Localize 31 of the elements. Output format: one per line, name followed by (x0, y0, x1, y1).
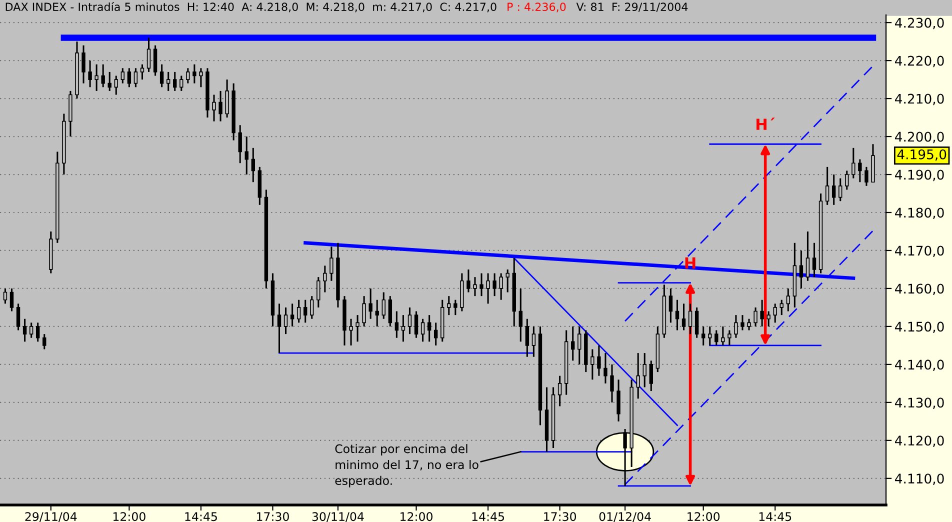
annotation: Cotizar por encima del minimo del 17, no era lo esperado. (335, 444, 478, 488)
text: P : 4.236,0 (508, 2, 566, 12)
y-tick-label: 4.150,0 (895, 322, 944, 333)
x-tick-label: 17:30 (544, 512, 576, 522)
x-tick-label: 29/11/04 (25, 512, 77, 522)
x-tick-label: 17:30 (257, 512, 289, 522)
y-tick-label: 4.230,0 (895, 18, 944, 30)
y-tick-label: 4.160,0 (895, 284, 944, 296)
y-tick-label: 4.180,0 (895, 208, 944, 220)
y-tick-label: 4.140,0 (895, 360, 944, 371)
y-tick-label: 4.110,0 (895, 474, 944, 485)
x-tick-label: 30/11/04 (312, 512, 364, 522)
x-tick-label: 12:00 (688, 512, 720, 522)
y-tick-label: 4.120,0 (895, 436, 944, 447)
annotation: H´ (756, 118, 775, 130)
y-tick-label: 4.130,0 (895, 398, 944, 409)
text: V: 81 F: 29/11/2004 (576, 2, 688, 12)
text: 4.195,0 (897, 149, 946, 161)
x-tick-label: 01/12/04 (599, 512, 651, 522)
x-tick-label: 14:45 (759, 512, 792, 522)
y-tick-label: 4.190,0 (895, 170, 944, 182)
y-tick-label: 4.220,0 (895, 56, 944, 68)
y-tick-label: 4.200,0 (895, 132, 944, 144)
y-tick-label: 4.170,0 (895, 246, 944, 258)
x-tick-label: 14:45 (185, 512, 217, 522)
annotation: H (685, 257, 696, 268)
x-tick-label: 14:45 (472, 512, 504, 522)
chart-title: DAX INDEX - Intradía 5 minutos H: 12:40 A: 4.218,0 M: 4.218,0 m: 4.217,0 C: 4.217,0 (6, 2, 496, 12)
y-tick-label: 4.210,0 (895, 94, 944, 106)
x-tick-label: 12:00 (400, 512, 432, 522)
x-tick-label: 12:00 (113, 512, 146, 522)
